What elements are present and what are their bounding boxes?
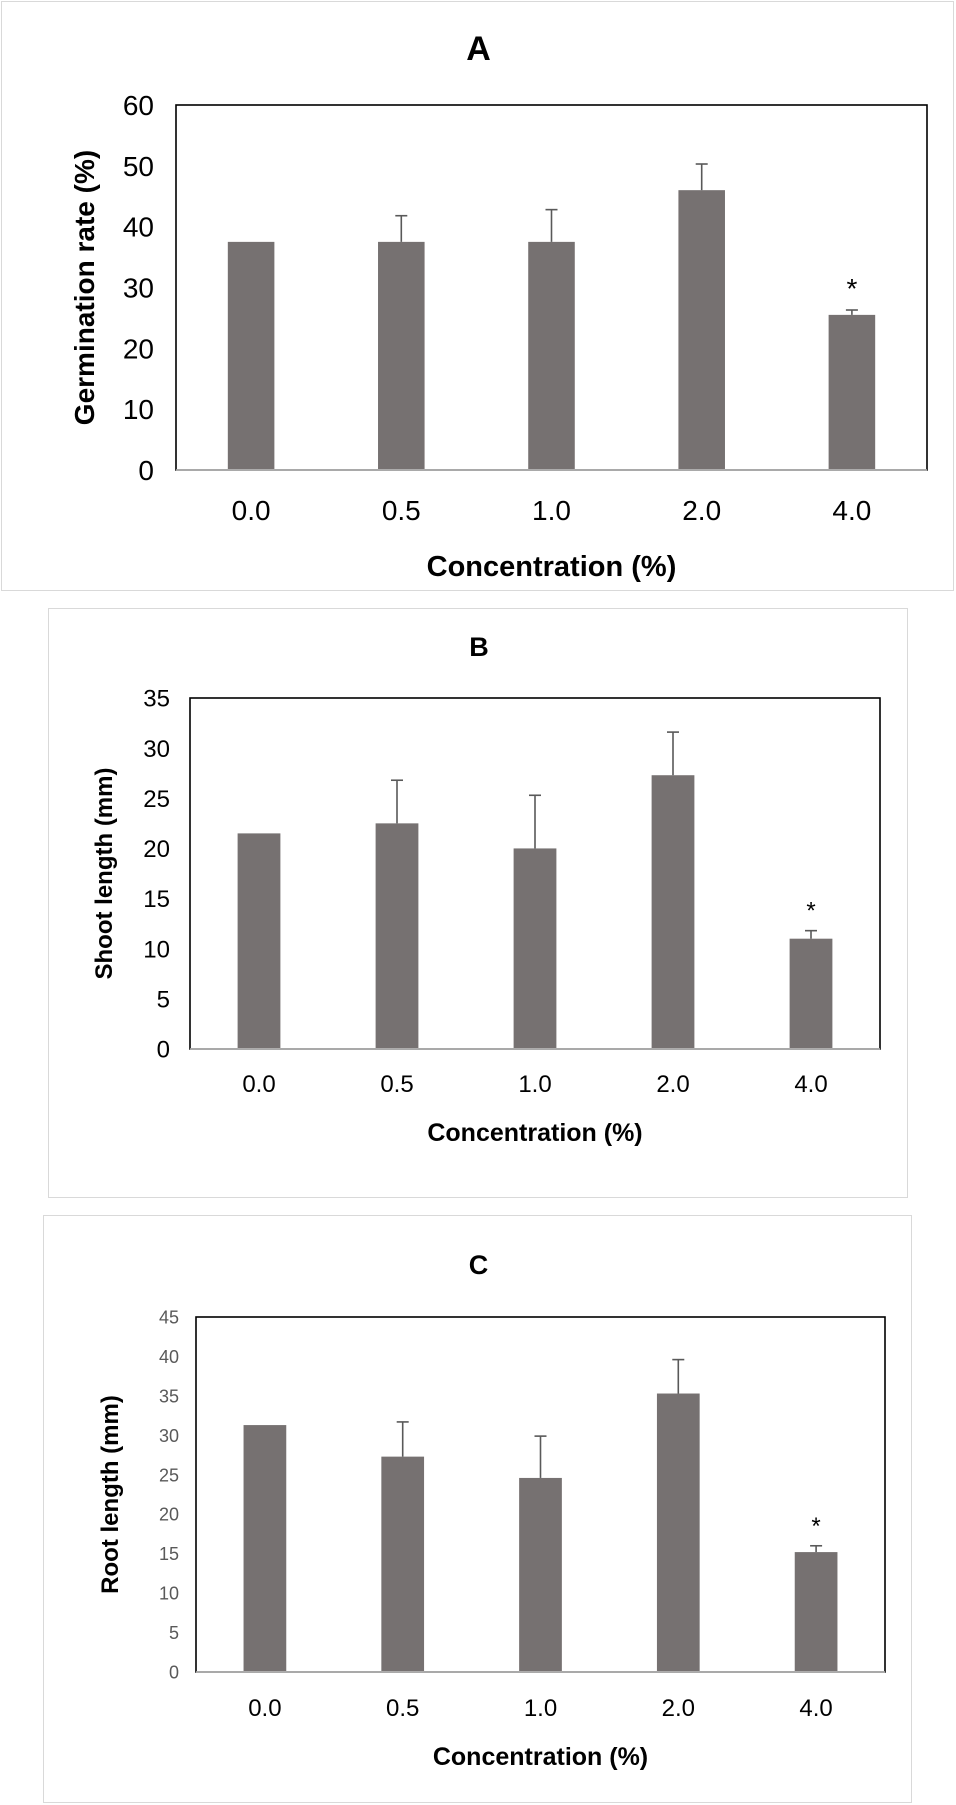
x-tick-label: 0.0 xyxy=(242,1071,275,1098)
y-tick-label: 15 xyxy=(143,886,170,913)
y-tick-label: 40 xyxy=(123,212,154,243)
x-tick-label: 2.0 xyxy=(682,495,721,526)
x-tick-label: 4.0 xyxy=(799,1695,832,1722)
y-tick-label: 60 xyxy=(123,90,154,121)
y-tick-label: 15 xyxy=(159,1544,179,1564)
bar xyxy=(794,1552,838,1672)
bar-chart-c: C 0 5 10 15 20 25 30 35 40 45 0.0 0.5 1.0 2.0 * 4.0 Conce… xyxy=(97,1250,886,1771)
bar xyxy=(378,241,425,470)
error-bar xyxy=(545,208,558,242)
y-tick-label: 0 xyxy=(138,455,154,486)
bar xyxy=(678,190,725,470)
y-tick-label: 30 xyxy=(143,736,170,763)
x-tick-label: 1.0 xyxy=(532,495,571,526)
y-tick-label: 25 xyxy=(159,1465,179,1485)
y-axis-title: Germination rate (%) xyxy=(69,150,100,425)
y-tick-label: 20 xyxy=(143,836,170,863)
y-axis-title: Shoot length (mm) xyxy=(91,768,118,980)
x-tick-label: 2.0 xyxy=(662,1695,695,1722)
significance-marker: * xyxy=(806,898,815,925)
y-tick-label: 10 xyxy=(143,936,170,963)
y-tick-label: 20 xyxy=(159,1505,179,1525)
x-tick-label: 4.0 xyxy=(794,1071,827,1098)
chart-panel-a: A 0 10 20 30 40 50 60 0.0 0.5 1.0 2.0 * 4.0 Concentrat… xyxy=(1,1,954,591)
x-tick-label: 1.0 xyxy=(518,1071,551,1098)
y-tick-label: 40 xyxy=(159,1347,179,1367)
bar xyxy=(243,1425,287,1672)
bar-chart-a: A 0 10 20 30 40 50 60 0.0 0.5 1.0 2.0 * 4.0 Concentrat… xyxy=(69,30,928,583)
bar xyxy=(651,775,695,1049)
error-bar xyxy=(810,1544,823,1553)
x-tick-label: 0.0 xyxy=(248,1695,281,1722)
bar xyxy=(519,1477,562,1672)
bar xyxy=(528,241,575,470)
y-tick-label: 25 xyxy=(143,786,170,813)
error-bar xyxy=(529,794,541,849)
y-tick-label: 0 xyxy=(169,1662,179,1682)
chart-panel-c: C 0 5 10 15 20 25 30 35 40 45 0.0 0.5 1.0 2.0 * 4.0 Conce… xyxy=(43,1215,912,1803)
x-tick-label: 0.5 xyxy=(386,1695,419,1722)
error-bar xyxy=(695,163,708,191)
bar-chart-b: B 0 5 10 15 20 25 30 35 0.0 0.5 1.0 2.0 * 4.0 Concentra… xyxy=(91,632,881,1147)
error-bar xyxy=(667,731,679,776)
y-tick-label: 50 xyxy=(123,151,154,182)
x-tick-label: 1.0 xyxy=(524,1695,557,1722)
bar xyxy=(375,823,419,1049)
y-tick-label: 30 xyxy=(159,1426,179,1446)
x-tick-label: 2.0 xyxy=(656,1071,689,1098)
bar xyxy=(513,848,557,1049)
error-bar xyxy=(391,779,403,824)
y-tick-label: 0 xyxy=(157,1037,170,1064)
error-bar xyxy=(395,214,408,242)
x-tick-label: 0.0 xyxy=(232,495,271,526)
y-tick-label: 5 xyxy=(157,986,170,1013)
chart-panel-b: B 0 5 10 15 20 25 30 35 0.0 0.5 1.0 2.0 * 4.0 Concentra… xyxy=(48,608,908,1198)
y-tick-label: 5 xyxy=(169,1623,179,1643)
bar xyxy=(789,938,833,1049)
chart-title: B xyxy=(469,632,489,662)
bar xyxy=(237,833,281,1049)
significance-marker: * xyxy=(846,273,857,304)
bar xyxy=(828,314,876,470)
error-bar xyxy=(396,1421,409,1457)
y-axis-title: Root length (mm) xyxy=(97,1395,124,1594)
y-tick-label: 20 xyxy=(123,333,154,364)
chart-title: C xyxy=(469,1250,489,1280)
significance-marker: * xyxy=(811,1513,820,1540)
error-bar xyxy=(534,1435,547,1478)
y-tick-label: 35 xyxy=(159,1386,179,1406)
y-tick-label: 10 xyxy=(123,394,154,425)
y-tick-label: 35 xyxy=(143,686,170,713)
error-bar xyxy=(845,309,858,315)
error-bar xyxy=(672,1358,685,1394)
chart-title: A xyxy=(466,30,491,68)
x-tick-label: 0.5 xyxy=(380,1071,413,1098)
x-axis-title: Concentration (%) xyxy=(427,1119,642,1147)
x-tick-label: 4.0 xyxy=(832,495,871,526)
y-tick-label: 10 xyxy=(159,1584,179,1604)
error-bar xyxy=(805,929,817,939)
bar xyxy=(656,1393,700,1672)
bar xyxy=(227,241,275,470)
y-tick-label: 45 xyxy=(159,1307,179,1327)
y-tick-label: 30 xyxy=(123,273,154,304)
x-axis-title: Concentration (%) xyxy=(433,1743,648,1771)
x-axis-title: Concentration (%) xyxy=(427,551,677,583)
x-tick-label: 0.5 xyxy=(382,495,421,526)
bar xyxy=(381,1456,425,1672)
